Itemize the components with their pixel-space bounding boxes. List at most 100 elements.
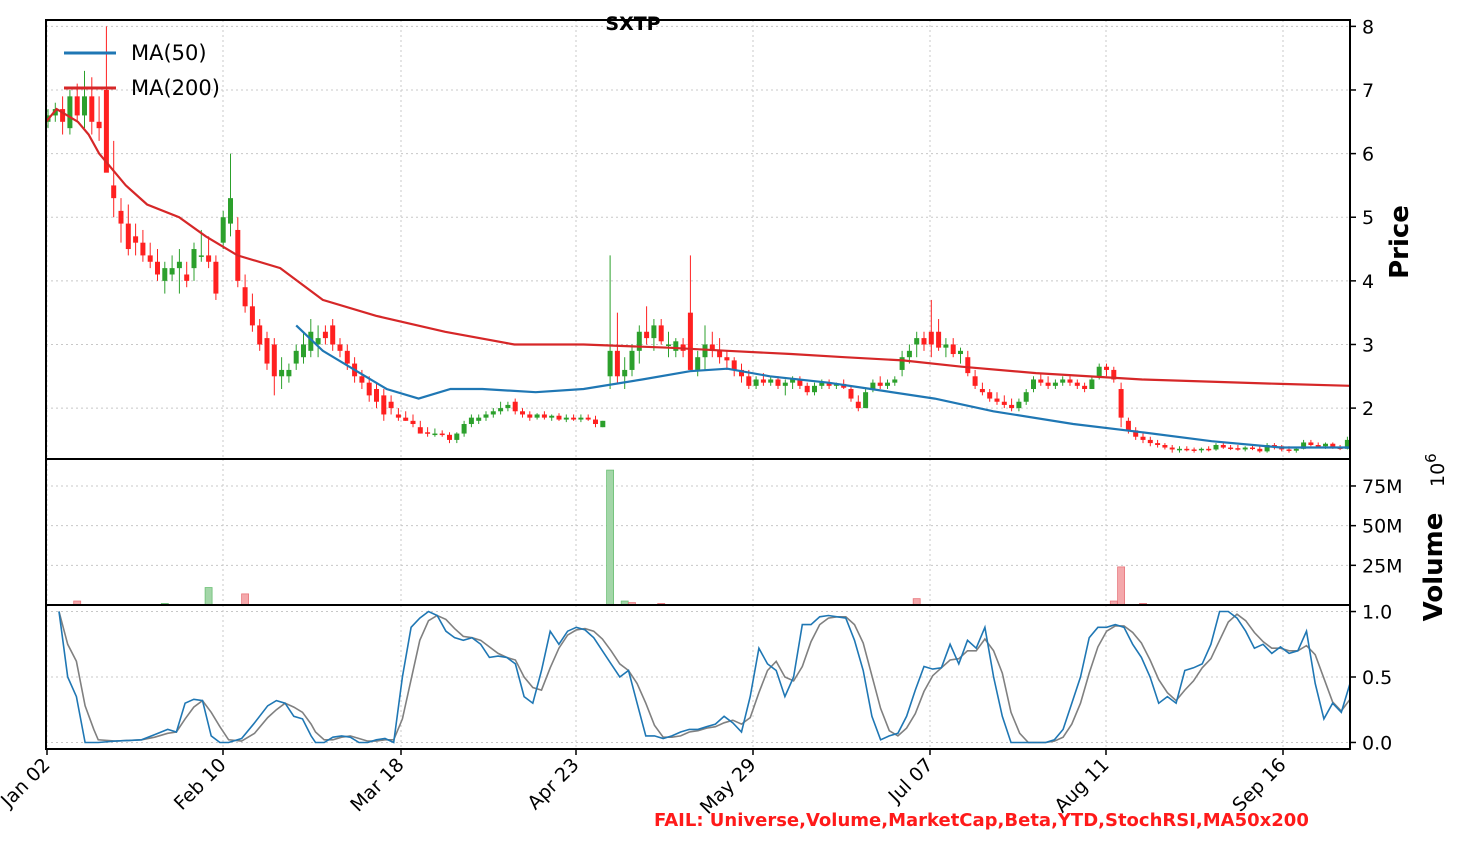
candle-body [454,433,460,440]
candle-body [191,249,197,269]
xtick-label: Jan 02 [0,754,55,812]
candle-body [724,357,730,361]
candle-body [950,344,956,355]
candle-body [388,401,394,409]
price-ytick-label: 7 [1362,80,1374,102]
candle-body [249,306,255,326]
candle-body [1315,445,1321,447]
candle-body [162,268,168,281]
candle-body [417,427,423,434]
ma200-line [45,107,1351,387]
candle-body [760,379,766,383]
candle-body [1235,448,1241,450]
candle-body [1293,448,1299,451]
candle-body [125,223,131,250]
price-ytick-label: 8 [1362,16,1374,38]
candle-body [534,414,540,418]
candle-body [987,392,993,399]
volume-ytick-label: 75M [1362,476,1403,498]
xtick-label: Sep 16 [1228,754,1290,816]
candle-body [1286,449,1292,451]
candle-body [271,344,277,377]
candle-body [782,382,788,386]
candle-body [169,268,175,275]
candle-body [257,325,263,345]
candle-body [1198,448,1204,451]
candle-body [629,350,635,370]
candle-body [147,255,153,262]
candle-body [1228,447,1234,450]
candle-body [899,357,905,370]
fail-status-text: FAIL: Universe,Volume,MarketCap,Beta,YTD… [654,810,1309,831]
candle-body [461,424,467,434]
candle-body [476,417,482,421]
candle-body [731,360,737,370]
candle-body [687,312,693,370]
candle-body [863,392,869,409]
xtick-label: Apr 23 [523,754,583,814]
candle-body [1031,379,1036,390]
candle-body [1104,366,1109,370]
candle-body [1162,445,1168,448]
candle-body [403,417,409,421]
candle-body [213,261,219,294]
candle-body [943,344,949,348]
candle-body [1257,448,1263,452]
candle-body [381,395,387,415]
volume-bar [606,469,614,606]
candle-body [512,401,518,412]
candle-body [527,414,533,418]
candle-body [658,325,664,342]
candle-body [644,331,650,339]
candle-body [483,414,489,418]
candle-body [1271,445,1277,447]
candle-body [1177,448,1182,451]
price-panel: 2 3 4 5 6 7 8 SXTP Price MA(50) MA(200) [45,13,1415,460]
candle-body [636,331,642,351]
candle-body [775,379,781,386]
candle-body [746,376,752,386]
candle-body [739,369,744,377]
candle-body [1155,443,1161,446]
candle-body [505,404,511,409]
candle-body [337,344,343,351]
candle-body [1133,430,1139,437]
candle-body [176,261,182,269]
candle-body [826,382,832,386]
candle-body [790,379,796,383]
xtick-label: May 29 [696,754,761,819]
candle-body [206,255,212,262]
candle-body [198,255,204,257]
candle-body [804,385,810,393]
candle-body [184,274,190,281]
candle-body [103,89,109,173]
candle-body [600,420,606,428]
candle-body [1301,442,1307,449]
candle-body [1089,379,1095,390]
stoch-k-line [58,610,1351,744]
candle-body [155,261,160,275]
candle-body [1140,436,1146,440]
candle-body [140,242,146,256]
candle-body [994,398,1000,402]
candle-body [330,325,336,345]
candle-body [753,379,759,386]
candle-body [366,382,372,396]
candle-body [578,417,584,420]
price-panel-frame [45,19,1351,460]
candle-body [1213,445,1219,450]
candle-body [541,414,547,418]
candle-body [279,369,285,377]
candle-body [556,415,562,420]
candle-body [301,344,306,358]
candle-body [286,369,292,377]
candle-body [622,369,628,377]
xtick-label: Feb 10 [170,754,231,815]
candle-body [118,210,124,224]
candle-body [432,433,438,436]
chart-title: SXTP [605,13,660,35]
candle-body [395,414,401,418]
volume-bar [241,593,250,606]
candle-body [651,325,657,339]
